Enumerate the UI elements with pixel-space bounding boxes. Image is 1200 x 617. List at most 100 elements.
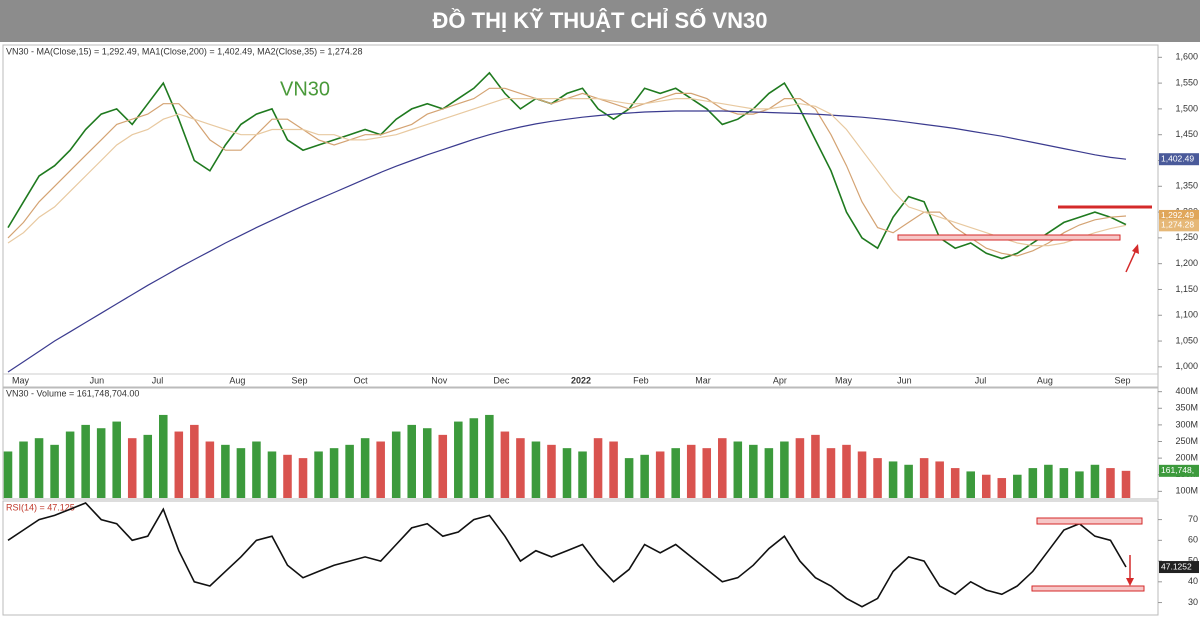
volume-bar: [919, 458, 929, 498]
volume-bar: [718, 438, 727, 498]
volume-bar: [780, 441, 789, 498]
volume-bar: [904, 464, 913, 498]
volume-bar: [531, 441, 541, 498]
volume-bar: [686, 444, 696, 498]
volume-bar: [1075, 471, 1084, 498]
y-tick-label: 1,000: [1175, 361, 1198, 371]
volume-bar: [112, 421, 121, 498]
annotation: VN30: [280, 78, 330, 100]
x-tick-label: Aug: [1037, 375, 1053, 385]
volume-bar: [702, 448, 712, 498]
volume-bar: [19, 441, 28, 498]
x-tick-label: Mar: [695, 375, 711, 385]
last-value-label: 1,402.49: [1161, 153, 1194, 163]
last-value-box: [1159, 464, 1199, 477]
y-tick-label: 1,050: [1175, 335, 1198, 345]
volume-bar: [516, 438, 525, 498]
volume-bar: [578, 451, 587, 498]
volume-bar: [857, 451, 867, 498]
volume-bar: [345, 444, 354, 498]
last-value-box: [1159, 561, 1199, 574]
volume-bar: [96, 428, 106, 498]
volume-bar: [950, 468, 960, 498]
rsi-panel: [2, 500, 1159, 616]
volume-bar: [1106, 468, 1115, 498]
volume-bar: [997, 478, 1007, 498]
volume-bar: [1044, 464, 1053, 498]
volume-bar: [469, 418, 479, 498]
volume-bar: [283, 454, 292, 498]
volume-bar: [252, 441, 261, 498]
marks: May Jun Jul Aug Sep Oct Nov Dec 2022 Feb Mar Apr May…: [3, 52, 1199, 608]
volume-bar: [81, 424, 90, 498]
price-header: VN30 - MA(Close,15) = 1,292.49, MA1(Clos…: [6, 46, 362, 56]
volume-bar: [205, 441, 215, 498]
volume-bar: [34, 438, 44, 498]
series-line: [7, 110, 1127, 373]
series-line: [7, 502, 1127, 608]
volume-bar: [640, 454, 649, 498]
last-value-label: 161,748,: [1161, 465, 1194, 475]
series-line: [7, 98, 1127, 247]
y-tick-label: 250M: [1175, 436, 1198, 446]
y-tick-label: 1,600: [1175, 52, 1198, 62]
volume-bar: [1028, 468, 1038, 498]
y-tick-label: 70: [1188, 514, 1198, 524]
volume-bar: [873, 458, 882, 498]
x-tick-label: Jul: [975, 375, 987, 385]
volume-bar: [811, 434, 820, 498]
x-tick-label: Nov: [431, 375, 448, 385]
last-value-label: 47.1252: [1161, 561, 1192, 571]
rsi-header: RSI(14) = 47.125: [6, 502, 75, 512]
y-tick-label: 1,350: [1175, 181, 1198, 191]
last-value-box: [1159, 219, 1199, 232]
volume-bar: [1121, 470, 1131, 498]
volume-bar: [562, 448, 572, 498]
y-tick-label: 30: [1188, 597, 1198, 607]
volume-bar: [671, 448, 680, 498]
x-tick-label: Jul: [152, 375, 164, 385]
y-tick-label: 1,550: [1175, 77, 1198, 87]
last-value-label: 1,274.28: [1161, 220, 1194, 230]
volume-bar: [842, 444, 851, 498]
chart-title: ĐỒ THỊ KỸ THUẬT CHỈ SỐ VN30: [433, 7, 768, 33]
volume-bar: [190, 424, 199, 498]
volume-bar: [795, 438, 805, 498]
x-tick-label: Jun: [90, 375, 105, 385]
volume-bar: [888, 461, 898, 498]
volume-bar: [159, 414, 168, 498]
y-tick-label: 1,500: [1175, 103, 1198, 113]
volume-bar: [609, 441, 618, 498]
x-tick-label: Apr: [773, 375, 787, 385]
volume-bar: [981, 474, 991, 498]
volume-bar: [593, 438, 603, 498]
last-value-label: 1,292.49: [1161, 210, 1194, 220]
volume-bar: [733, 441, 743, 498]
x-tick-label: May: [12, 375, 30, 385]
x-tick-label: Feb: [633, 375, 649, 385]
volume-bar: [655, 451, 665, 498]
y-tick-label: 50: [1188, 555, 1198, 565]
volume-bar: [764, 448, 774, 498]
volume-bar: [422, 428, 432, 498]
volume-bar: [485, 414, 494, 498]
title-banner: [0, 0, 1200, 42]
volume-bar: [314, 451, 323, 498]
volume-bar: [174, 431, 184, 498]
y-tick-label: 40: [1188, 576, 1198, 586]
y-tick-label: 350M: [1175, 403, 1198, 413]
x-tick-label: Dec: [493, 375, 510, 385]
volume-bar: [376, 441, 385, 498]
rsi-zone: [1031, 585, 1145, 592]
x-tick-label: 2022: [571, 375, 591, 385]
arrow: [1125, 249, 1137, 273]
volume-bar: [221, 444, 230, 498]
x-tick-label: Jun: [897, 375, 912, 385]
y-tick-label: 1,200: [1175, 258, 1198, 268]
y-tick-label: 300M: [1175, 419, 1198, 429]
volume-bar: [65, 431, 75, 498]
volume-bar: [547, 444, 556, 498]
x-tick-label: Sep: [1114, 375, 1130, 385]
volume-bar: [267, 451, 277, 498]
